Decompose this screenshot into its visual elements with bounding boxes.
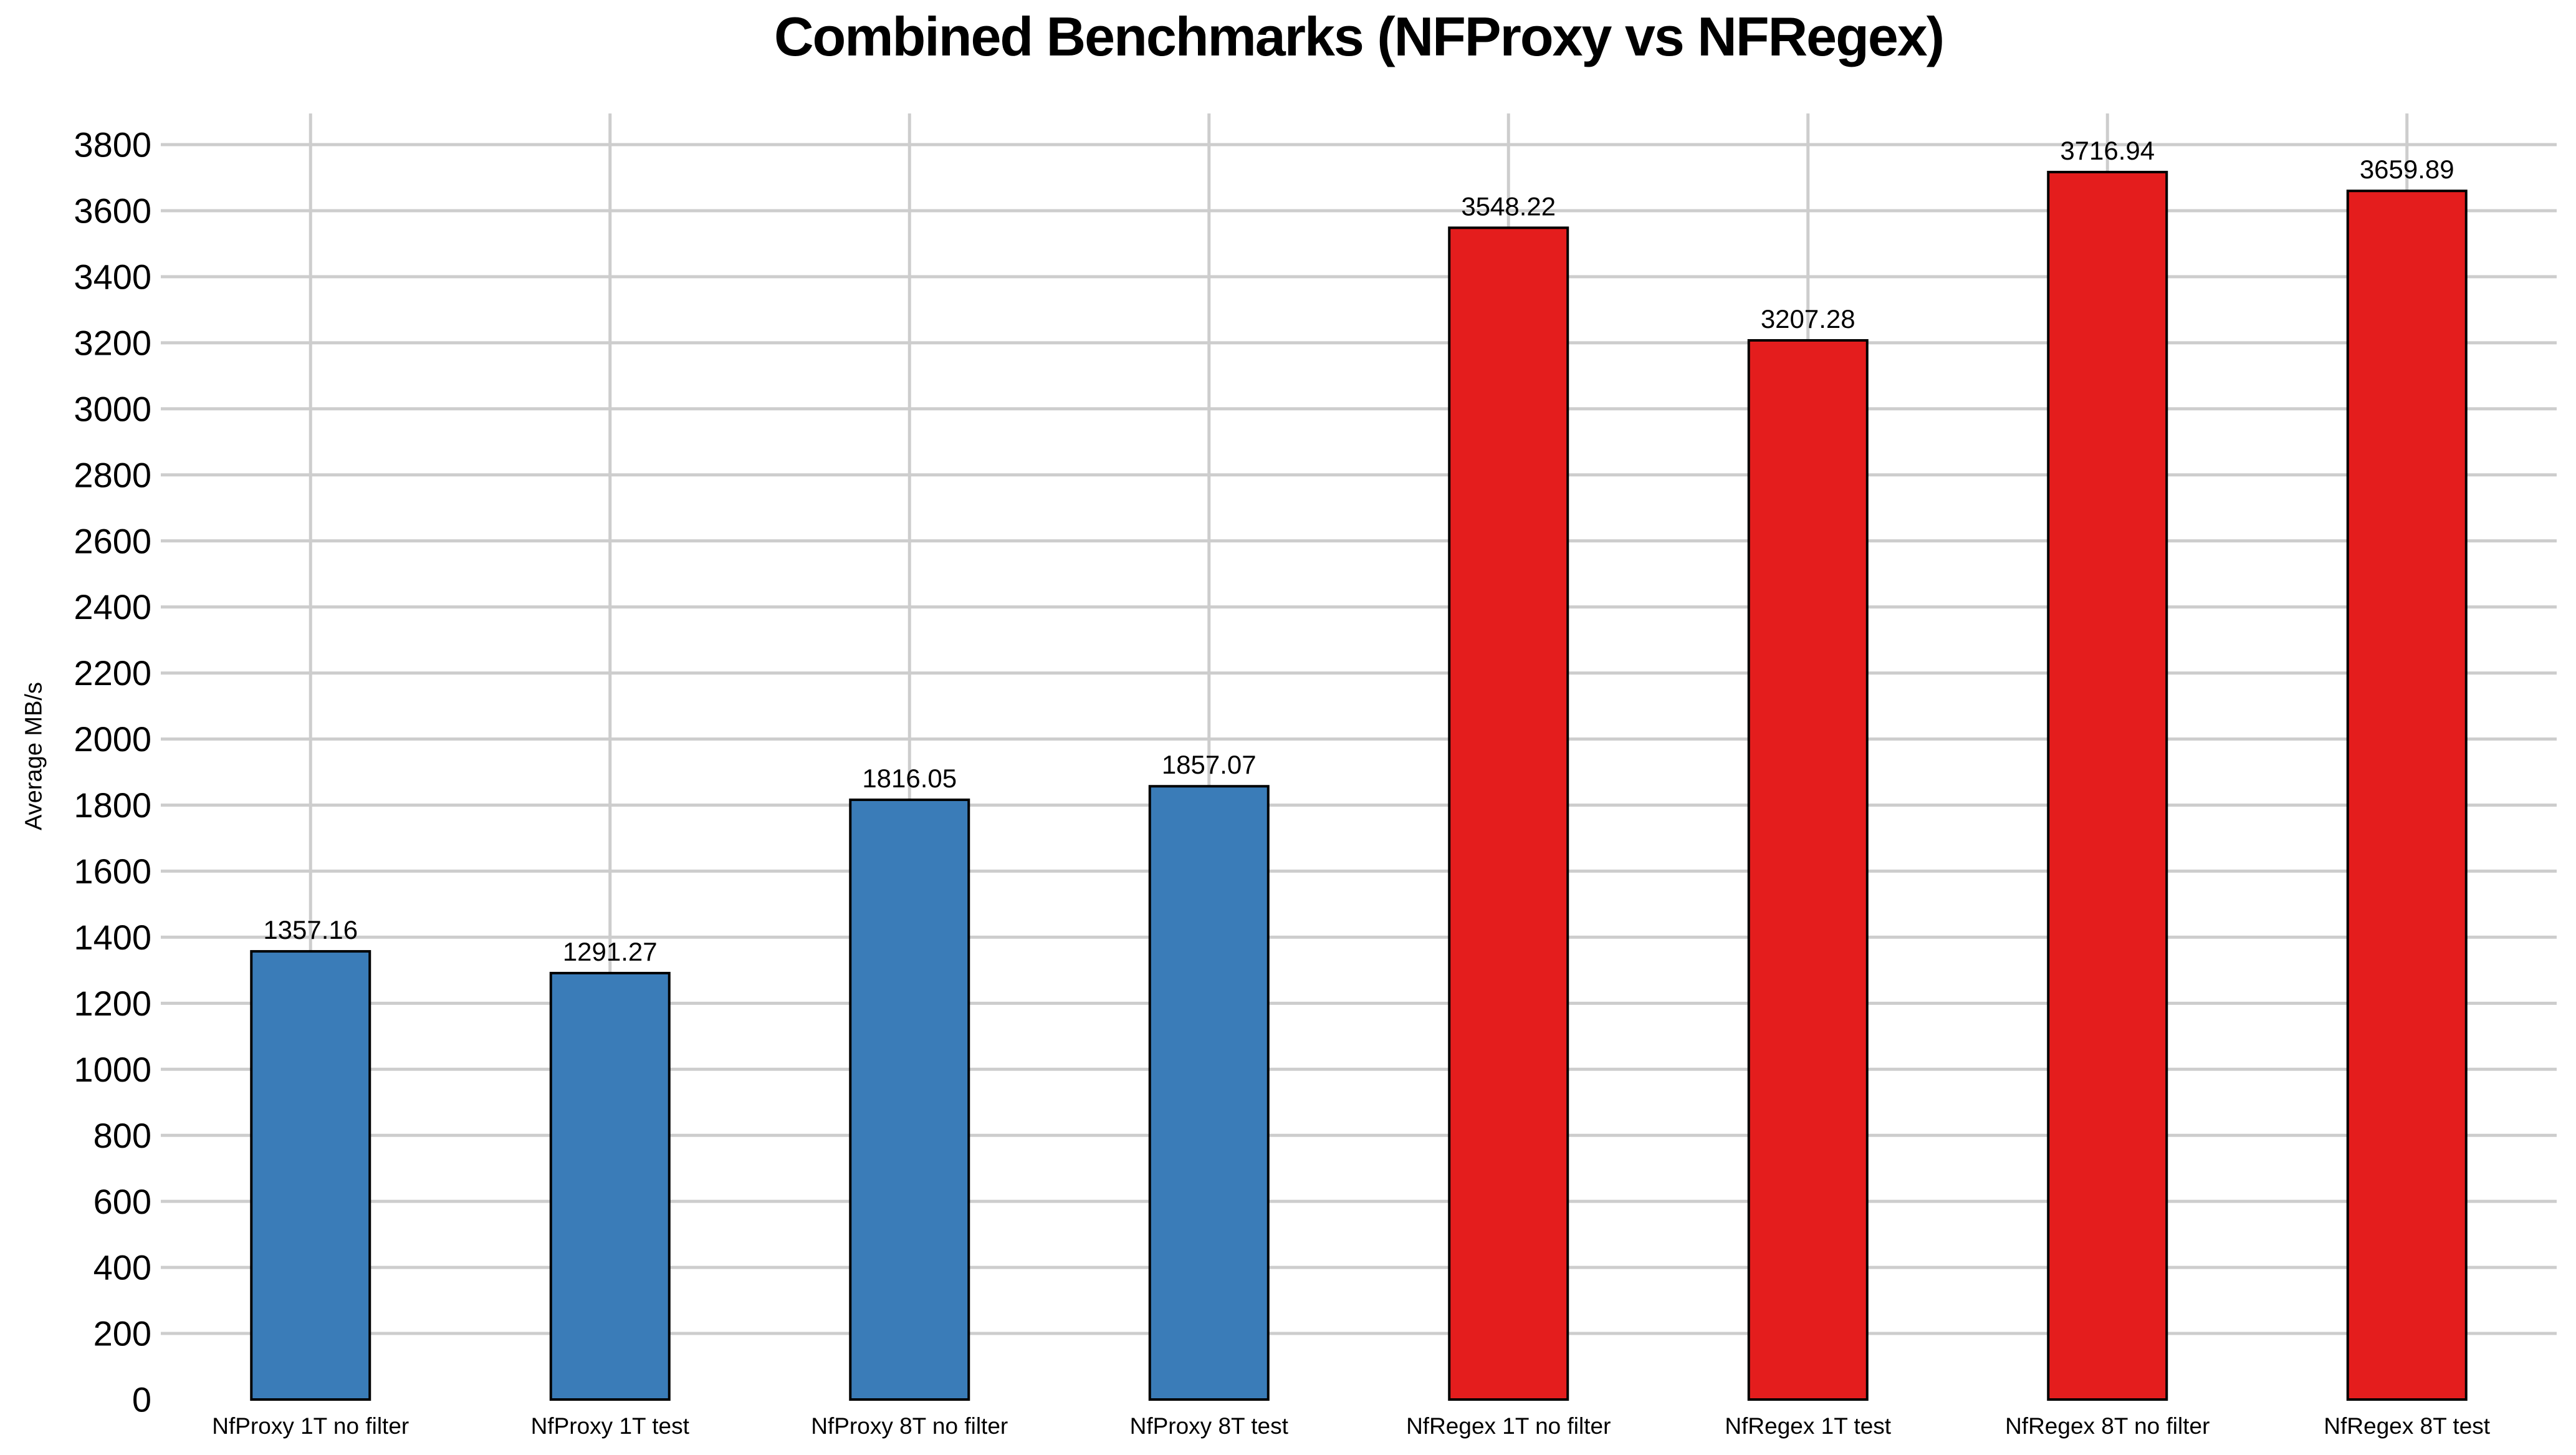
y-tick-label-3200: 3200 [74, 323, 151, 362]
bar-nfregex-1t-test [1747, 339, 1869, 1401]
y-axis-label: Average MB/s [21, 682, 47, 830]
y-tick-label-3400: 3400 [74, 257, 151, 296]
y-tick-label-1000: 1000 [74, 1050, 151, 1089]
y-tick-label-1400: 1400 [74, 918, 151, 957]
y-tick-label-3600: 3600 [74, 191, 151, 231]
bar-value-label-nfregex-8t-no-filter: 3716.94 [2060, 136, 2155, 165]
bar-value-label-nfproxy-1t-no-filter: 1357.16 [263, 915, 358, 944]
bar-value-label-nfproxy-1t-test: 1291.27 [563, 937, 658, 966]
y-tick-label-1800: 1800 [74, 785, 151, 825]
y-tick-label-2400: 2400 [74, 587, 151, 627]
y-tick-label-0: 0 [132, 1380, 151, 1419]
x-tick-label-nfproxy-8t-test: NfProxy 8T test [1130, 1413, 1289, 1439]
bar-value-label-nfproxy-8t-test: 1857.07 [1162, 750, 1257, 779]
y-tick-label-3800: 3800 [74, 125, 151, 165]
chart-title: Combined Benchmarks (NFProxy vs NFRegex) [773, 6, 1945, 67]
bar-nfproxy-1t-test [549, 971, 671, 1401]
bar-nfregex-8t-no-filter [2047, 170, 2168, 1401]
bar-nfregex-1t-no-filter [1448, 226, 1569, 1401]
x-tick-label-nfregex-1t-test: NfRegex 1T test [1725, 1413, 1891, 1439]
y-tick-label-400: 400 [93, 1248, 151, 1287]
x-tick-label-nfregex-1t-no-filter: NfRegex 1T no filter [1406, 1413, 1611, 1439]
y-tick-label-2600: 2600 [74, 521, 151, 560]
bar-value-label-nfproxy-8t-no-filter: 1816.05 [862, 764, 957, 793]
bar-nfproxy-8t-test [1148, 785, 1270, 1401]
y-tick-label-2200: 2200 [74, 653, 151, 693]
x-tick-label-nfregex-8t-test: NfRegex 8T test [2324, 1413, 2490, 1439]
y-tick-label-1200: 1200 [74, 984, 151, 1023]
bar-value-label-nfregex-1t-no-filter: 3548.22 [1461, 191, 1556, 221]
y-tick-label-1600: 1600 [74, 852, 151, 891]
bar-value-label-nfregex-8t-test: 3659.89 [2360, 155, 2454, 184]
bar-value-label-nfregex-1t-test: 3207.28 [1761, 304, 1855, 334]
bar-nfproxy-1t-no-filter [250, 950, 371, 1401]
x-tick-label-nfproxy-1t-no-filter: NfProxy 1T no filter [212, 1413, 409, 1439]
x-tick-label-nfregex-8t-no-filter: NfRegex 8T no filter [2005, 1413, 2210, 1439]
y-tick-label-3000: 3000 [74, 389, 151, 428]
bar-nfproxy-8t-no-filter [849, 798, 970, 1401]
y-tick-label-600: 600 [93, 1182, 151, 1221]
y-tick-label-2800: 2800 [74, 455, 151, 494]
x-tick-label-nfproxy-8t-no-filter: NfProxy 8T no filter [811, 1413, 1008, 1439]
y-tick-label-200: 200 [93, 1314, 151, 1353]
y-tick-label-2000: 2000 [74, 719, 151, 759]
x-tick-label-nfproxy-1t-test: NfProxy 1T test [531, 1413, 690, 1439]
bar-nfregex-8t-test [2346, 190, 2468, 1401]
y-tick-label-800: 800 [93, 1116, 151, 1155]
